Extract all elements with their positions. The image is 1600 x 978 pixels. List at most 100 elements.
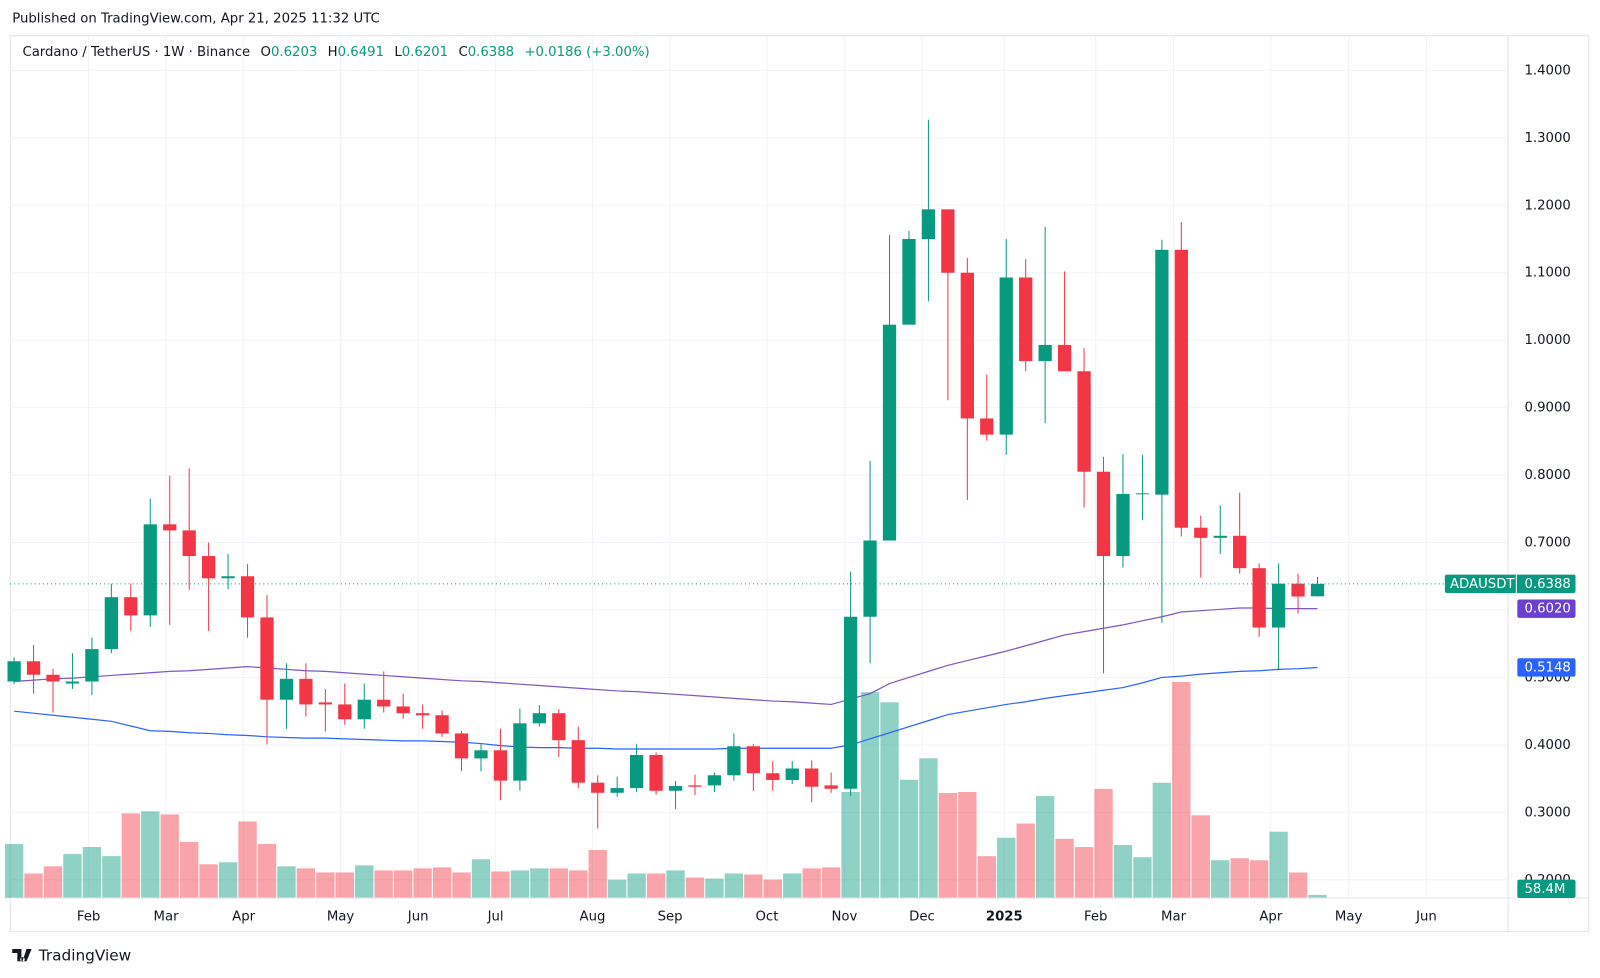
ohlc-letter: C <box>458 45 467 60</box>
y-tick-label: 1.1000 <box>1524 266 1570 281</box>
volume-bar <box>432 867 452 898</box>
volume-bar <box>121 813 141 898</box>
volume-bar <box>1230 858 1249 898</box>
x-tick-label: Apr <box>1259 909 1282 924</box>
volume-bar <box>82 847 102 898</box>
y-tick-label: 0.7000 <box>1524 536 1570 551</box>
candle-body <box>396 706 410 714</box>
ohlc-letter: L <box>394 45 402 60</box>
volume-bar <box>705 878 724 898</box>
candle-body <box>610 788 624 793</box>
ticker-label: ADAUSDT <box>1450 577 1515 592</box>
volume-bar <box>1094 788 1113 898</box>
candle-body <box>629 755 644 789</box>
candle-body <box>46 674 60 682</box>
volume-bar <box>218 862 238 898</box>
volume-bar <box>1035 796 1055 898</box>
volume-bar <box>958 791 977 898</box>
symbol: Cardano / TetherUS · 1W · Binance <box>22 45 250 60</box>
moving-average-line <box>14 666 1318 750</box>
candle-body <box>980 418 994 435</box>
volume-bar <box>277 866 296 898</box>
ma-label-bg <box>1517 658 1576 677</box>
candle-body <box>688 785 702 787</box>
x-tick-label: May <box>327 909 355 924</box>
volume-bar <box>1055 838 1074 898</box>
volume-bar <box>1016 823 1035 898</box>
candle-body <box>163 524 177 531</box>
volume-bar <box>802 868 821 898</box>
volume-bar <box>471 859 491 898</box>
volume-bar <box>530 868 549 898</box>
candle-body <box>1310 583 1325 597</box>
volume-bar <box>199 864 218 898</box>
volume-bar <box>763 879 782 898</box>
volume-bar <box>141 811 160 898</box>
candle-body <box>65 681 80 684</box>
candle-body <box>124 597 138 616</box>
volume-bar <box>997 837 1016 898</box>
brand-name: TradingView <box>38 947 131 965</box>
volume-bar <box>938 792 958 898</box>
volume-bar <box>1152 782 1172 898</box>
x-tick-label: 2025 <box>986 909 1023 924</box>
ma-label: 0.5148 <box>1524 660 1570 675</box>
candle-body <box>221 576 235 579</box>
candle-body <box>1019 277 1033 362</box>
volume-bar <box>919 758 938 898</box>
volume-bar <box>413 868 432 898</box>
candle-body <box>591 782 605 793</box>
candle-body <box>1116 493 1130 557</box>
candle-body <box>882 324 897 541</box>
volume-bar <box>549 868 568 898</box>
candle-body <box>104 597 118 650</box>
volume-label: 58.4M <box>1524 882 1565 897</box>
brand-logo: TradingView <box>12 947 131 965</box>
volume-bar <box>666 870 685 898</box>
volume-bar <box>316 872 335 898</box>
candle-body <box>1194 527 1208 538</box>
volume-bar <box>977 856 996 898</box>
volume-bar <box>1308 894 1327 898</box>
candle-body <box>843 616 858 789</box>
ohlc-value: 0.6203 <box>271 45 317 60</box>
candle-body <box>1096 471 1111 557</box>
candle-body <box>727 746 741 776</box>
volume-bar <box>257 843 277 898</box>
volume-bar <box>24 873 43 898</box>
x-tick-label: Dec <box>909 909 935 924</box>
x-tick-label: Mar <box>1161 909 1187 924</box>
volume-bar <box>841 791 860 898</box>
candle-body <box>785 768 799 780</box>
volume-bar <box>724 873 744 898</box>
volume-bar <box>160 814 179 898</box>
candle-body <box>435 715 449 734</box>
candle-body <box>999 277 1013 435</box>
x-tick-label: Jul <box>487 909 504 924</box>
candle-body <box>1271 583 1286 628</box>
candle-body <box>377 699 391 707</box>
candle-body <box>260 617 274 700</box>
candle-body <box>921 209 936 240</box>
candle-body <box>513 723 527 781</box>
volume-bar <box>43 866 63 898</box>
volume-bar <box>1269 831 1288 898</box>
volume-bar <box>1191 815 1210 898</box>
volume-bar <box>880 702 899 898</box>
candle-body <box>85 649 99 682</box>
ma-label-bg <box>1517 599 1576 618</box>
price-label-bg <box>1444 574 1576 594</box>
volume-label-bg <box>1517 879 1576 898</box>
y-tick-label: 1.4000 <box>1524 63 1570 78</box>
volume-bar <box>744 874 763 898</box>
candle-body <box>1038 344 1052 362</box>
ohlc-value: 0.6388 <box>468 45 514 60</box>
ohlc-letter: O <box>261 45 271 60</box>
candle-body <box>493 750 508 781</box>
chart-frame <box>9 35 1590 933</box>
candle-body <box>668 786 683 791</box>
candle-body <box>7 661 21 682</box>
volume-bar <box>1113 844 1133 898</box>
ohlc-value: 0.6491 <box>338 45 384 60</box>
